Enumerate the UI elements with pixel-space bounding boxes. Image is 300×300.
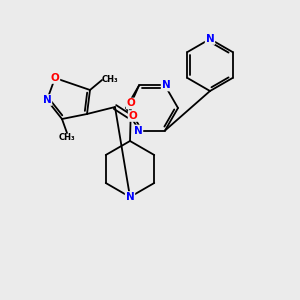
Text: N: N: [126, 192, 134, 202]
Text: N: N: [134, 125, 142, 136]
Text: N: N: [43, 95, 51, 105]
Text: O: O: [127, 98, 135, 109]
Text: N: N: [162, 80, 170, 91]
Text: CH₃: CH₃: [59, 133, 75, 142]
Text: N: N: [206, 34, 214, 44]
Text: O: O: [129, 111, 137, 121]
Text: CH₃: CH₃: [102, 76, 119, 85]
Text: O: O: [51, 73, 59, 83]
